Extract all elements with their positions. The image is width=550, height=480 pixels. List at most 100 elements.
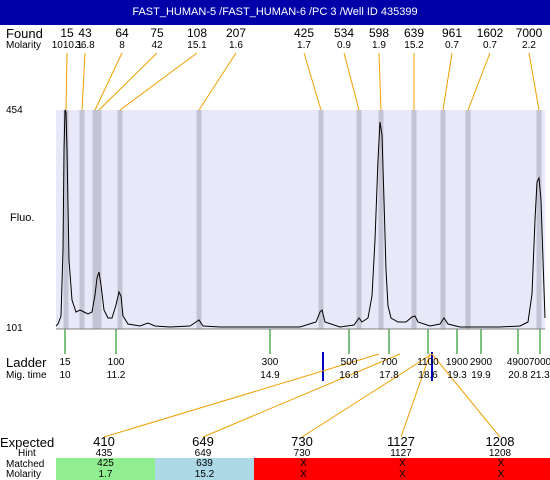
found-connector	[528, 52, 540, 111]
found-connector	[119, 52, 198, 111]
ladder-time: 11.2	[106, 370, 126, 381]
molarity-label: Molarity	[6, 40, 42, 51]
fluo-axis-label: Fluo.	[10, 212, 35, 224]
found-peak-size: 534	[333, 26, 355, 40]
peak-band	[440, 110, 446, 329]
peak-band	[378, 110, 384, 329]
expected-size: 649	[192, 434, 214, 449]
found-connector	[303, 52, 322, 111]
ladder-time: 18.6	[418, 370, 438, 381]
peak-band	[117, 110, 123, 329]
ladder-size: 100	[107, 357, 125, 368]
ladder-time: 19.9	[471, 370, 491, 381]
found-peak-molarity: 8	[119, 40, 125, 51]
peak-band	[465, 110, 471, 329]
found-peak-size: 639	[403, 26, 425, 40]
peak-bands	[63, 110, 542, 329]
found-peak-molarity: 0.7	[483, 40, 497, 51]
found-connector	[98, 52, 158, 111]
found-peak-size: 7000	[515, 26, 543, 40]
found-peak-molarity: 0.7	[445, 40, 459, 51]
expected-hint: 1208	[488, 448, 512, 459]
ladder-size: 300	[261, 357, 279, 368]
found-connector	[198, 52, 237, 111]
peak-band	[79, 110, 85, 329]
ladder-size: 700	[380, 357, 398, 368]
found-peak-size: 207	[225, 26, 247, 40]
expected-connector	[301, 353, 433, 438]
expected-size: 410	[93, 434, 115, 449]
window-title: FAST_HUMAN-5 /FAST_HUMAN-6 /PC 3 /Well I…	[0, 0, 550, 25]
expected-size: 730	[291, 434, 313, 449]
molarity-value: X	[399, 469, 406, 480]
ladder-size: 4900	[506, 357, 530, 368]
found-peak-molarity: 15.2	[404, 40, 424, 51]
expected-connector	[202, 353, 401, 438]
found-peak-molarity: 15.1	[187, 40, 207, 51]
peak-band	[411, 110, 417, 329]
molarity-value: X	[300, 469, 307, 480]
found-peak-size: 64	[115, 26, 129, 40]
molarity-value: 15.2	[194, 469, 215, 480]
found-connector	[343, 52, 360, 111]
expected-connector	[103, 353, 380, 438]
found-connector	[442, 52, 453, 111]
ladder-size: 500	[340, 357, 358, 368]
found-peak-size: 108	[186, 26, 208, 40]
ladder-time: 16.8	[339, 370, 359, 381]
matched-value: X	[497, 458, 505, 469]
ladder-time: 17.8	[379, 370, 399, 381]
found-label: Found	[6, 26, 43, 41]
expected-hint: 730	[293, 448, 311, 459]
found-peak-size: 15	[60, 26, 74, 40]
found-peak-molarity: 0.9	[337, 40, 351, 51]
expected-connector	[431, 353, 501, 438]
found-peak-size: 961	[441, 26, 463, 40]
expected-hint: 1127	[390, 448, 412, 459]
matched-value: X	[399, 458, 406, 469]
y-max-label: 454	[6, 105, 23, 116]
found-peak-molarity: 1.9	[372, 40, 386, 51]
found-connector	[378, 52, 382, 111]
match-cell: 639 15.2	[155, 458, 254, 480]
molarity-value: X	[497, 469, 505, 480]
found-peak-molarity: 36.8	[75, 40, 95, 51]
found-connector-lines	[65, 52, 540, 111]
fluorescence-trace	[55, 109, 546, 328]
y-min-label: 101	[6, 323, 23, 334]
peak-band	[92, 110, 98, 329]
mig-time-label: Mig. time	[6, 370, 47, 381]
found-connector	[94, 52, 123, 111]
expected-connector-lines	[103, 353, 501, 438]
matched-value: 639	[196, 458, 213, 469]
found-peak-molarity: 1010.1	[51, 40, 83, 51]
matched-value: 425	[97, 458, 114, 469]
peak-band	[318, 110, 324, 329]
ladder-size: 15	[59, 357, 71, 368]
expected-connector	[400, 353, 431, 438]
found-peak-molarity: 2.2	[522, 40, 536, 51]
ladder-label: Ladder	[6, 355, 47, 370]
expected-size: 1208	[485, 434, 515, 449]
ladder-time: 21.3	[530, 370, 550, 381]
peak-band	[196, 110, 202, 329]
found-peak-molarity: 42	[151, 40, 163, 51]
matched-value: X	[300, 458, 307, 469]
found-peak-size: 75	[150, 26, 164, 40]
found-peak-molarity: 1.7	[297, 40, 311, 51]
found-peak-molarity: 1.6	[229, 40, 243, 51]
peak-band	[536, 110, 542, 329]
expected-label: Expected	[0, 435, 55, 450]
molarity-row-label: Molarity	[6, 469, 42, 480]
found-connector	[467, 52, 491, 111]
expected-hint: 435	[95, 448, 113, 459]
found-peak-size: 43	[78, 26, 92, 40]
ladder-time: 20.8	[508, 370, 528, 381]
ladder-size: 1900	[445, 357, 469, 368]
matched-label: Matched	[6, 459, 45, 470]
ladder-time: 10	[59, 370, 71, 381]
